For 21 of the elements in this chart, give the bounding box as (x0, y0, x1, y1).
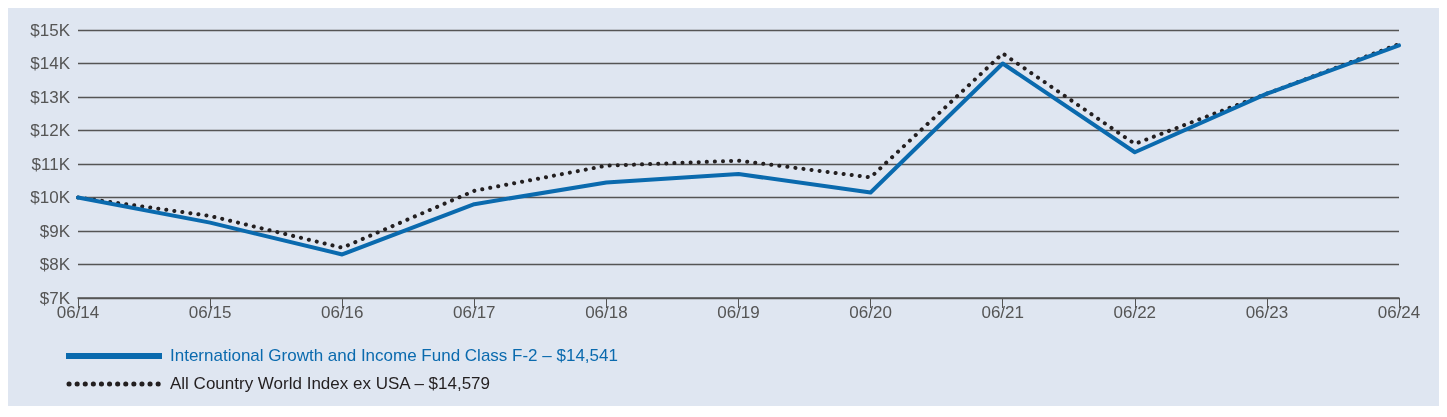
x-tick-label: 06/16 (320, 303, 364, 322)
y-tick-label: $15K (30, 20, 71, 40)
x-tick-label: 06/21 (981, 303, 1024, 322)
x-tick-label: 06/17 (453, 303, 496, 322)
y-tick-label: $12K (30, 121, 71, 140)
y-tick-label: $13K (30, 87, 71, 107)
y-tick-label: $14K (30, 54, 71, 73)
text: International Growth and Income Fund Class F-2 – $14,541 (170, 346, 618, 366)
y-tick-label: $11K (31, 154, 71, 174)
y-tick-label: $10K (30, 188, 71, 207)
x-tick-label: 06/14 (56, 303, 100, 322)
text: All Country World Index ex USA – $14,579 (170, 374, 491, 394)
y-tick-label: $8K (39, 255, 71, 274)
x-tick-label: 06/24 (1377, 303, 1421, 322)
x-tick-label: 06/22 (1113, 303, 1157, 322)
y-tick-label: $9K (39, 221, 71, 241)
x-tick-label: 06/19 (717, 303, 760, 322)
x-tick-label: 06/23 (1245, 303, 1289, 322)
x-tick-label: 06/18 (585, 303, 628, 322)
x-tick-label: 06/15 (188, 303, 232, 322)
x-tick-label: 06/20 (849, 303, 892, 322)
